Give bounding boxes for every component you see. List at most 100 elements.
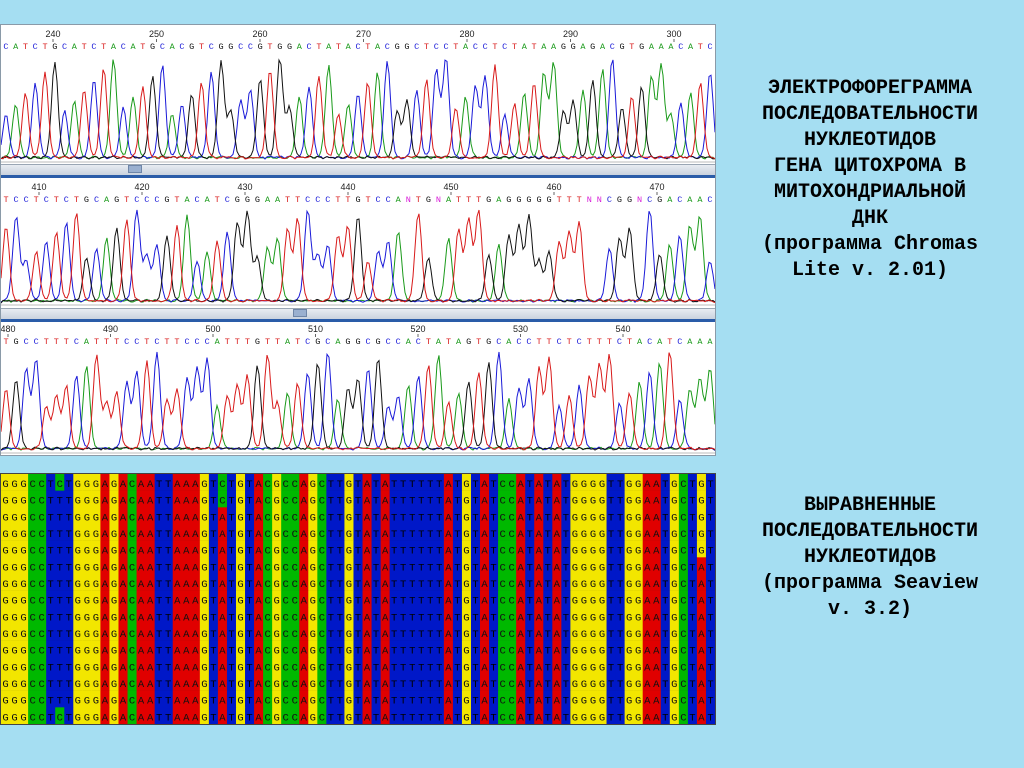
alignment-cell xyxy=(516,574,526,591)
alignment-cell xyxy=(127,640,137,658)
alignment-cell xyxy=(145,474,156,491)
alignment-cell xyxy=(127,557,137,575)
alignment-base: G xyxy=(310,612,316,624)
alignment-cell xyxy=(480,640,490,658)
alignment-cell xyxy=(443,707,454,724)
alignment-base: C xyxy=(499,529,505,541)
alignment-base: G xyxy=(20,512,26,524)
scroll-thumb-2[interactable] xyxy=(293,309,307,317)
alignment-cell xyxy=(217,490,228,508)
alignment-cell xyxy=(55,624,65,641)
alignment-cell xyxy=(163,590,174,608)
alignment-cell xyxy=(642,674,653,691)
alignment-base: T xyxy=(689,712,695,724)
base-call: A xyxy=(375,42,381,52)
alignment-cell xyxy=(235,640,246,658)
alignment-base: T xyxy=(409,696,415,708)
alignment-base: A xyxy=(481,512,488,524)
alignment-base: T xyxy=(662,546,668,558)
alignment-base: G xyxy=(572,579,578,591)
alignment-base: A xyxy=(382,646,389,658)
base-call: G xyxy=(245,195,250,205)
alignment-base: A xyxy=(183,629,190,641)
base-call: C xyxy=(195,195,200,205)
alignment-cell xyxy=(208,507,219,525)
alignment-base: A xyxy=(518,479,525,491)
alignment-base: A xyxy=(364,479,371,491)
alignment-base: A xyxy=(644,496,651,508)
alignment-cell xyxy=(190,707,201,724)
alignment-cell xyxy=(480,540,490,558)
alignment-base: T xyxy=(427,646,433,658)
alignment-cell xyxy=(570,690,580,708)
alignment-cell xyxy=(335,707,345,724)
alignment-base: A xyxy=(120,712,127,724)
alignment-base: A xyxy=(382,696,389,708)
alignment-base: T xyxy=(409,646,415,658)
alignment-base: A xyxy=(147,662,154,674)
alignment-cell xyxy=(344,574,354,591)
alignment-base: C xyxy=(499,479,505,491)
alignment-base: T xyxy=(427,696,433,708)
alignment-base: G xyxy=(346,712,352,724)
tick-label: 450 xyxy=(443,182,458,192)
alignment-cell xyxy=(678,590,689,608)
alignment-base: T xyxy=(427,529,433,541)
alignment-base: A xyxy=(219,596,226,608)
alignment-cell xyxy=(281,590,291,608)
alignment-cell xyxy=(470,574,481,591)
alignment-base: G xyxy=(2,579,8,591)
base-call: T xyxy=(54,337,59,347)
alignment-base: T xyxy=(210,596,216,608)
alignment-cell xyxy=(100,674,110,691)
alignment-base: T xyxy=(66,662,72,674)
alignment-cell xyxy=(705,557,715,575)
alignment-base: G xyxy=(310,579,316,591)
alignment-cell xyxy=(651,657,662,675)
alignment-cell xyxy=(281,624,291,641)
alignment-base: T xyxy=(436,496,442,508)
alignment-base: A xyxy=(102,696,109,708)
alignment-cell xyxy=(91,490,101,508)
alignment-base: T xyxy=(400,579,406,591)
alignment-cell xyxy=(217,524,228,541)
alignment-base: T xyxy=(472,496,478,508)
alignment-base: T xyxy=(527,546,533,558)
alignment-base: C xyxy=(57,479,63,491)
alignment-base: G xyxy=(581,629,587,641)
alignment-cell xyxy=(335,607,345,625)
alignment-base: T xyxy=(418,646,424,658)
alignment-base: G xyxy=(671,696,677,708)
alignment-base: G xyxy=(590,612,596,624)
alignment-cell xyxy=(326,607,336,625)
alignment-base: G xyxy=(572,529,578,541)
alignment-base: A xyxy=(481,696,488,708)
alignment-cell xyxy=(154,607,165,625)
alignment-cell xyxy=(100,507,110,525)
alignment-base: A xyxy=(644,546,651,558)
alignment-base: T xyxy=(156,629,162,641)
alignment-cell xyxy=(353,640,363,658)
scroll-thumb-1[interactable] xyxy=(128,165,142,173)
alignment-cell xyxy=(416,540,427,558)
alignment-base: T xyxy=(48,512,54,524)
alignment-cell xyxy=(687,557,698,575)
base-call: C xyxy=(144,195,149,205)
alignment-base: A xyxy=(102,629,109,641)
alignment-base: A xyxy=(364,662,371,674)
alignment-base: C xyxy=(292,712,298,724)
alignment-base: T xyxy=(57,562,63,574)
trace-t xyxy=(1,352,715,451)
alignment-base: G xyxy=(201,662,207,674)
alignment-cell xyxy=(245,590,255,608)
alignment-cell xyxy=(579,607,589,625)
alignment-cell xyxy=(633,640,644,658)
alignment-base: G xyxy=(671,479,677,491)
alignment-base: A xyxy=(698,562,705,574)
alignment-base: T xyxy=(48,479,54,491)
alignment-base: T xyxy=(373,579,379,591)
alignment-cell xyxy=(389,524,400,541)
alignment-base: A xyxy=(219,512,226,524)
alignment-cell xyxy=(380,640,391,658)
alignment-cell xyxy=(28,607,38,625)
